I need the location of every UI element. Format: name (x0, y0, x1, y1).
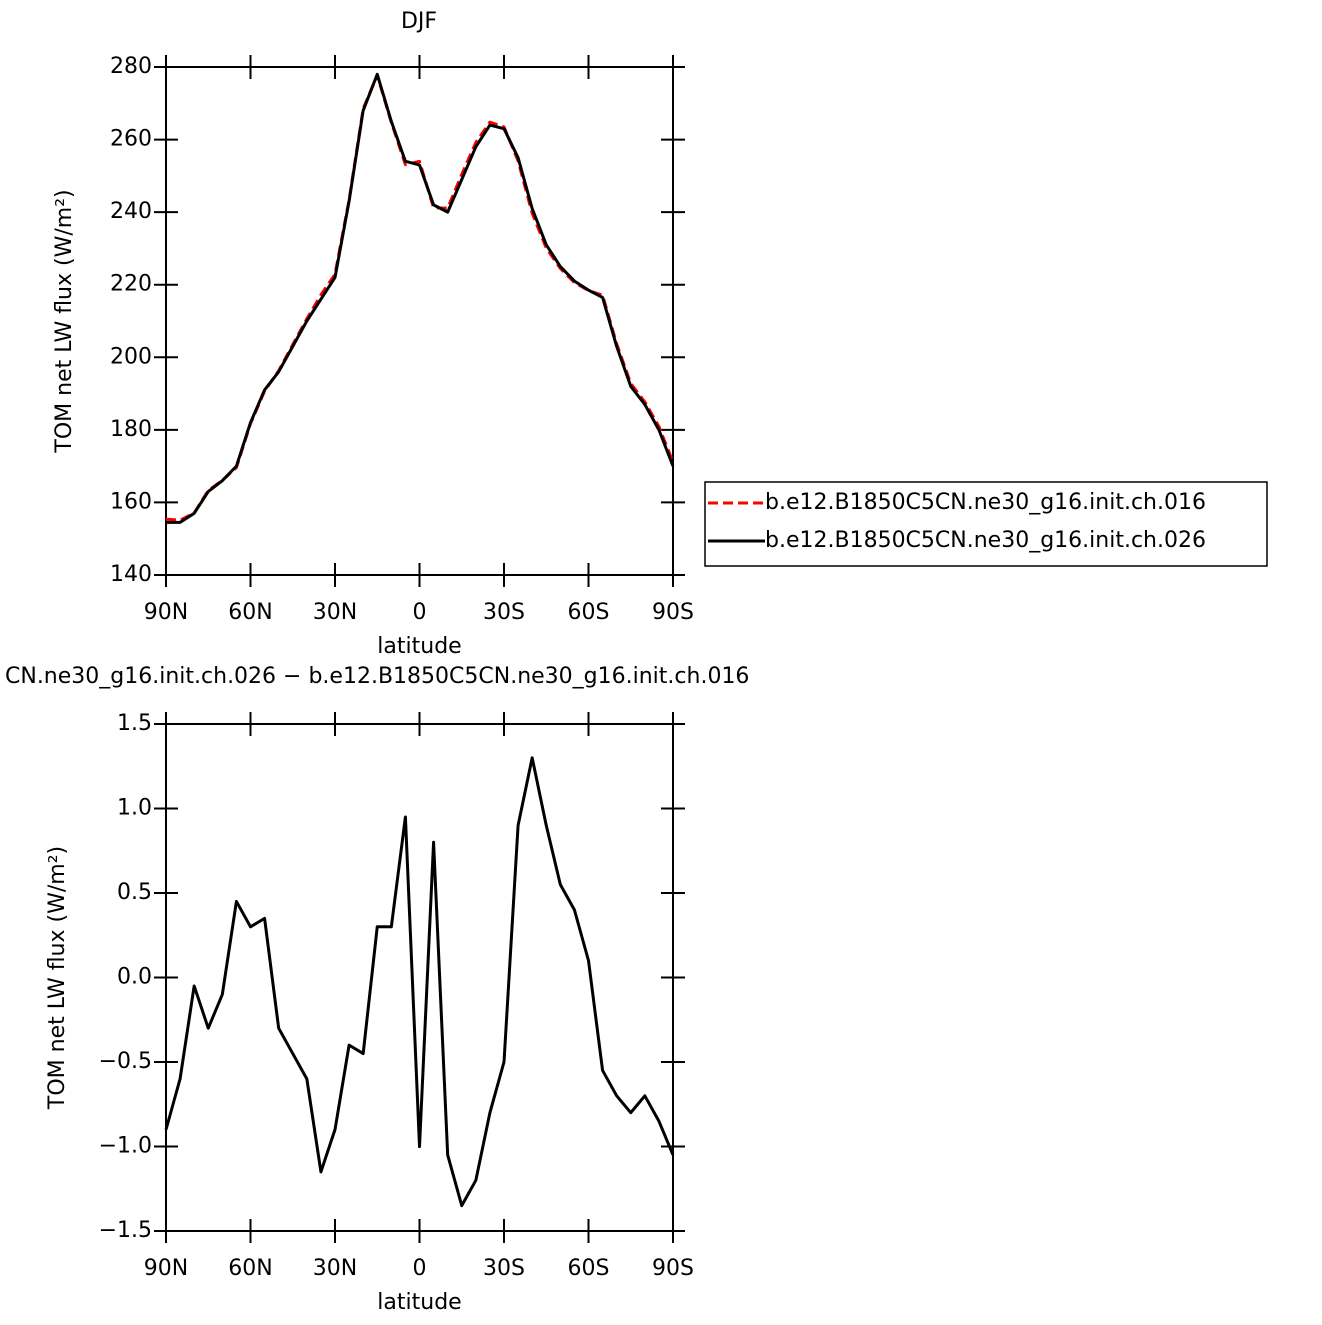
x-tick-label: 60S (568, 600, 610, 625)
y-tick-label: 1.5 (117, 711, 152, 736)
y-tick-label: 160 (110, 489, 152, 514)
plot-frame (165, 66, 674, 576)
y-tick-label: −0.5 (99, 1049, 152, 1074)
data-line (166, 72, 675, 524)
x-tick-label: 30N (313, 1256, 357, 1281)
y-tick-label: 240 (110, 199, 152, 224)
x-tick-label: 90S (652, 1256, 694, 1281)
x-tick-label: 30S (483, 600, 525, 625)
y-tick-label: 260 (110, 127, 152, 152)
y-tick-label: 1.0 (117, 796, 152, 821)
y-tick-label: 140 (110, 562, 152, 587)
y-tick-label: 220 (110, 272, 152, 297)
y-tick-label: 0.5 (117, 880, 152, 905)
legend-label: b.e12.B1850C5CN.ne30_g16.init.ch.026 (765, 528, 1206, 553)
chart-title: DJF (401, 9, 437, 34)
plot-frame (165, 723, 674, 1232)
x-axis-label: latitude (377, 1290, 461, 1315)
x-tick-label: 60S (568, 1256, 610, 1281)
chart-title: CN.ne30_g16.init.ch.026 − b.e12.B1850C5C… (5, 664, 749, 689)
y-tick-label: −1.5 (99, 1218, 152, 1243)
y-axis-label: TOM net LW flux (W/m²) (45, 846, 70, 1110)
x-tick-label: 60N (228, 1256, 272, 1281)
x-tick-label: 90S (652, 600, 694, 625)
data-line (164, 756, 675, 1208)
x-tick-label: 30N (313, 600, 357, 625)
x-axis-label: latitude (377, 634, 461, 659)
y-tick-label: 180 (110, 417, 152, 442)
x-tick-label: 0 (413, 1256, 427, 1281)
y-tick-label: 0.0 (117, 965, 152, 990)
y-tick-label: −1.0 (99, 1134, 152, 1159)
legend-box (704, 481, 1268, 567)
x-tick-label: 0 (413, 600, 427, 625)
y-axis-label: TOM net LW flux (W/m²) (52, 189, 77, 453)
x-tick-label: 30S (483, 1256, 525, 1281)
legend-label: b.e12.B1850C5CN.ne30_g16.init.ch.016 (765, 490, 1206, 515)
x-tick-label: 90N (144, 600, 188, 625)
y-tick-label: 280 (110, 54, 152, 79)
x-tick-label: 90N (144, 1256, 188, 1281)
y-tick-label: 200 (110, 344, 152, 369)
x-tick-label: 60N (228, 600, 272, 625)
